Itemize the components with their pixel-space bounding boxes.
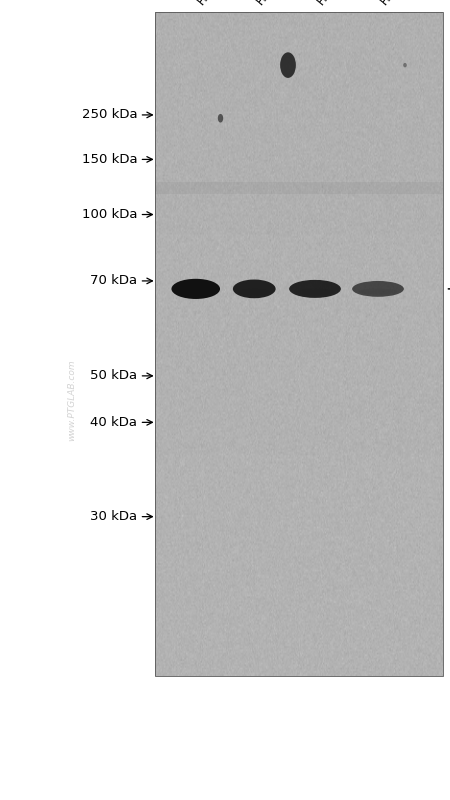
Text: www.PTGLAB.com: www.PTGLAB.com — [68, 359, 76, 441]
Ellipse shape — [218, 114, 223, 122]
Text: 50 kDa: 50 kDa — [90, 370, 137, 382]
Text: 30 kDa: 30 kDa — [90, 510, 137, 523]
Bar — [155, 182, 443, 194]
Text: 150 kDa: 150 kDa — [81, 153, 137, 166]
Ellipse shape — [352, 281, 404, 297]
Bar — [155, 12, 443, 676]
Text: 100 kDa: 100 kDa — [82, 208, 137, 221]
Text: HeLa cell: HeLa cell — [254, 0, 299, 8]
Text: 70 kDa: 70 kDa — [90, 274, 137, 287]
Text: HEK-293 cell: HEK-293 cell — [196, 0, 253, 8]
Ellipse shape — [238, 288, 270, 296]
Text: HepG2 cell: HepG2 cell — [315, 0, 366, 8]
Ellipse shape — [177, 288, 214, 296]
Ellipse shape — [171, 279, 220, 299]
Ellipse shape — [233, 279, 275, 298]
Ellipse shape — [403, 63, 407, 67]
Ellipse shape — [296, 288, 334, 295]
Text: HL-60 cell: HL-60 cell — [378, 0, 426, 8]
Text: 40 kDa: 40 kDa — [90, 416, 137, 429]
Ellipse shape — [280, 52, 296, 78]
Text: 250 kDa: 250 kDa — [81, 109, 137, 122]
Ellipse shape — [359, 289, 397, 294]
Ellipse shape — [289, 280, 341, 298]
